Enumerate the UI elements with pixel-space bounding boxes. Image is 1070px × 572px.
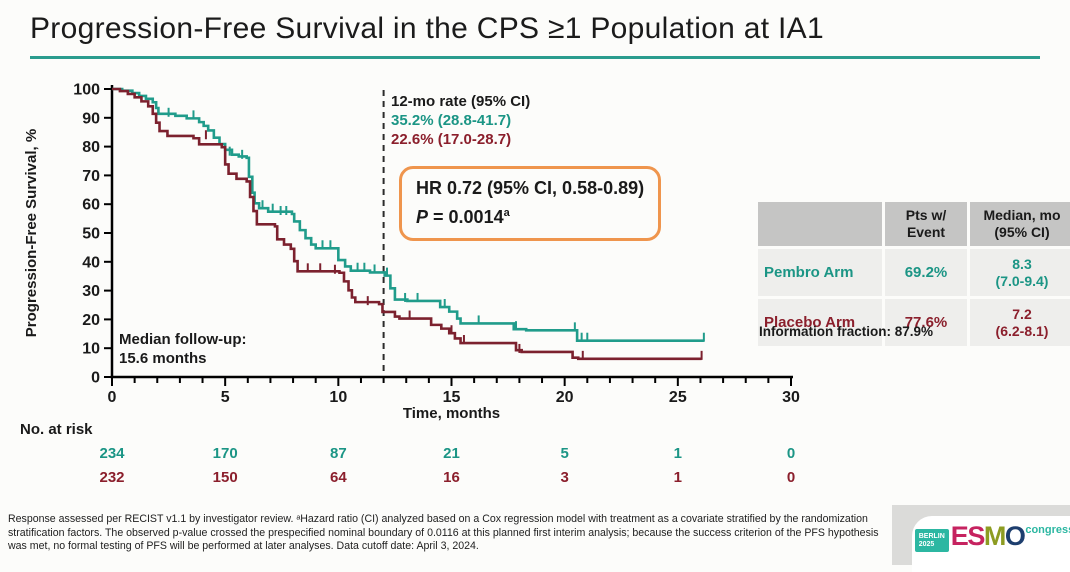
axes: 0 10 20 30 40 50 60 70 80 90 100 0 5 10 15 20 25 30 Progre… [23, 82, 800, 423]
svg-text:15: 15 [443, 389, 461, 406]
svg-text:1: 1 [674, 469, 682, 486]
summary-row-pembro-event: 69.2% [885, 249, 967, 296]
p-value-line: P = 0.0014a [416, 207, 510, 227]
svg-text:90: 90 [82, 110, 100, 127]
rate-annotation: 12-mo rate (95% CI) 35.2% (28.8-41.7) 22… [391, 92, 530, 149]
svg-text:21: 21 [443, 445, 460, 462]
rate-annotation-title: 12-mo rate (95% CI) [391, 93, 531, 110]
esmo-logo-card: BERLIN 2025 ESMO congress [912, 516, 1070, 572]
svg-text:0: 0 [108, 389, 117, 406]
esmo-letter-e: E [950, 521, 969, 551]
summary-row-placebo-event: 77.6% [885, 299, 967, 346]
summary-row-pembro-label: Pembro Arm [758, 249, 882, 296]
svg-text:20: 20 [556, 389, 574, 406]
svg-text:70: 70 [82, 168, 100, 185]
svg-text:No. at risk: No. at risk [20, 421, 93, 438]
svg-text:100: 100 [73, 82, 100, 99]
svg-text:87: 87 [330, 445, 347, 462]
summary-row-placebo-label: Placebo Arm [758, 299, 882, 346]
esmo-letter-o: O [1004, 521, 1026, 551]
svg-text:1: 1 [674, 445, 682, 462]
berlin-2025-badge: BERLIN 2025 [914, 529, 949, 552]
svg-text:234: 234 [99, 445, 125, 462]
esmo-letter-s: S [967, 521, 985, 551]
svg-text:0: 0 [787, 445, 795, 462]
summary-header-blank [758, 202, 882, 246]
summary-row-placebo-median: 7.2 (6.2-8.1) [970, 299, 1070, 346]
logo-corner-background: BERLIN 2025 ESMO congress [892, 505, 1070, 572]
placebo-curve [112, 87, 703, 361]
congress-label: congress [1025, 524, 1070, 536]
svg-text:3: 3 [560, 469, 568, 486]
at-risk-table: No. at risk 234 170 87 21 5 1 0 232 150 64 16 3 1 0 [20, 421, 795, 486]
svg-text:30: 30 [82, 283, 100, 300]
esmo-letter-m: M [983, 521, 1007, 551]
svg-text:10: 10 [82, 341, 100, 358]
svg-text:25: 25 [669, 389, 687, 406]
esmo-logo: ESMO [950, 521, 1026, 551]
svg-text:16: 16 [443, 469, 460, 486]
svg-text:5: 5 [221, 389, 230, 406]
summary-table: Pts w/ Event Median, mo (95% CI) Pembro … [758, 202, 1070, 346]
svg-text:50: 50 [82, 226, 100, 243]
svg-text:20: 20 [82, 312, 100, 329]
svg-text:0: 0 [787, 469, 795, 486]
svg-text:60: 60 [82, 197, 100, 214]
svg-text:0: 0 [91, 370, 100, 387]
median-followup-note: Median follow-up: 15.6 months [119, 331, 247, 367]
summary-row-pembro-median: 8.3 (7.0-9.4) [970, 249, 1070, 296]
page-title: Progression-Free Survival in the CPS ≥1 … [30, 12, 824, 45]
hazard-ratio-line: HR 0.72 (95% CI, 0.58-0.89) [416, 178, 645, 198]
title-underline [30, 56, 1040, 59]
svg-text:170: 170 [213, 445, 238, 462]
x-axis-label: Time, months [403, 405, 500, 422]
footnote: Response assessed per RECIST v1.1 by inv… [8, 513, 879, 552]
y-axis-label: Progression-Free Survival, % [23, 129, 40, 337]
svg-text:5: 5 [560, 445, 568, 462]
svg-text:232: 232 [99, 469, 124, 486]
svg-text:64: 64 [330, 469, 347, 486]
summary-header-event: Pts w/ Event [885, 202, 967, 246]
svg-text:80: 80 [82, 139, 100, 156]
svg-text:40: 40 [82, 254, 100, 271]
hazard-ratio-box: HR 0.72 (95% CI, 0.58-0.89) P = 0.0014a [399, 166, 662, 241]
information-fraction: Information fraction: 87.9% [759, 324, 934, 339]
svg-text:10: 10 [329, 389, 347, 406]
svg-text:150: 150 [213, 469, 238, 486]
pembro-curve [112, 87, 705, 343]
summary-header-median: Median, mo (95% CI) [970, 202, 1070, 246]
svg-text:30: 30 [782, 389, 800, 406]
rate-pembro: 35.2% (28.8-41.7) [391, 112, 512, 129]
rate-placebo: 22.6% (17.0-28.7) [391, 131, 512, 148]
